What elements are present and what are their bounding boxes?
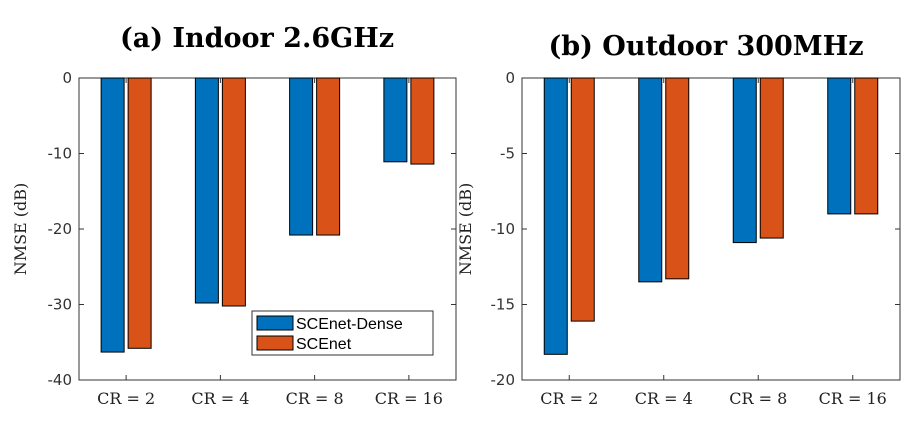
chart-title: (a) Indoor 2.6GHz [120,23,394,54]
bar-scenet-1 [570,77,595,322]
bars [100,77,435,353]
y-tick-label: 0 [62,69,72,87]
x-category-labels: CR = 2 CR = 4 CR = 8 CR = 16 [540,78,887,408]
y-tick-label: -20 [48,220,73,238]
legend: SCEnet-Dense SCEnet [251,310,434,356]
y-tick-label: -40 [48,371,73,389]
y-tick-label: -10 [48,145,73,163]
bar-scenet-dense-1 [543,77,568,355]
bar-scenet-2 [221,77,246,307]
y-tick-label: -10 [491,220,516,238]
y-tick-label: -15 [491,296,516,314]
legend-swatch-scenet-dense [256,315,294,331]
y-ticks: 0 -10 -20 -30 -40 [48,69,456,389]
y-ticks: 0 -5 -10 -15 -20 [491,69,900,389]
y-tick-label: 0 [505,69,515,87]
bar-scenet-dense-4 [383,77,408,163]
x-category-label: CR = 2 [540,389,598,408]
chart-panel-indoor: (a) Indoor 2.6GHz NMSE (dB) 0 -10 -20 -30 -4… [11,23,457,408]
bar-scenet-dense-1 [100,77,125,353]
y-tick-label: -20 [491,371,516,389]
legend-label-scenet-dense: SCEnet-Dense [296,316,403,333]
y-tick-label: -30 [48,296,73,314]
y-axis-label: NMSE (dB) [456,183,475,276]
x-category-label: CR = 2 [97,389,155,408]
bar-scenet-3 [316,77,341,236]
x-category-labels: CR = 2 CR = 4 CR = 8 CR = 16 [97,78,443,408]
x-category-label: CR = 8 [729,389,787,408]
bar-scenet-3 [759,77,784,239]
x-category-label: CR = 4 [635,389,693,408]
bar-scenet-4 [854,77,879,215]
bar-scenet-4 [410,77,435,165]
bars [543,77,879,355]
bar-scenet-dense-3 [289,77,314,236]
legend-label-scenet: SCEnet [296,336,352,353]
bar-scenet-dense-4 [827,77,852,215]
chart-title: (b) Outdoor 300MHz [548,31,863,62]
x-category-label: CR = 16 [375,389,443,408]
legend-swatch-scenet [256,335,294,351]
y-axis-label: NMSE (dB) [11,183,30,276]
x-category-label: CR = 16 [819,389,887,408]
x-category-label: CR = 8 [286,389,344,408]
chart-panel-outdoor: (b) Outdoor 300MHz NMSE (dB) 0 -5 -10 -15 -2… [456,31,901,408]
bar-scenet-dense-2 [194,77,219,304]
bar-scenet-2 [665,77,690,280]
x-category-label: CR = 4 [191,389,249,408]
bar-scenet-dense-3 [732,77,757,244]
bar-scenet-dense-2 [638,77,663,283]
y-tick-label: -5 [500,145,515,163]
bar-scenet-1 [127,77,152,349]
